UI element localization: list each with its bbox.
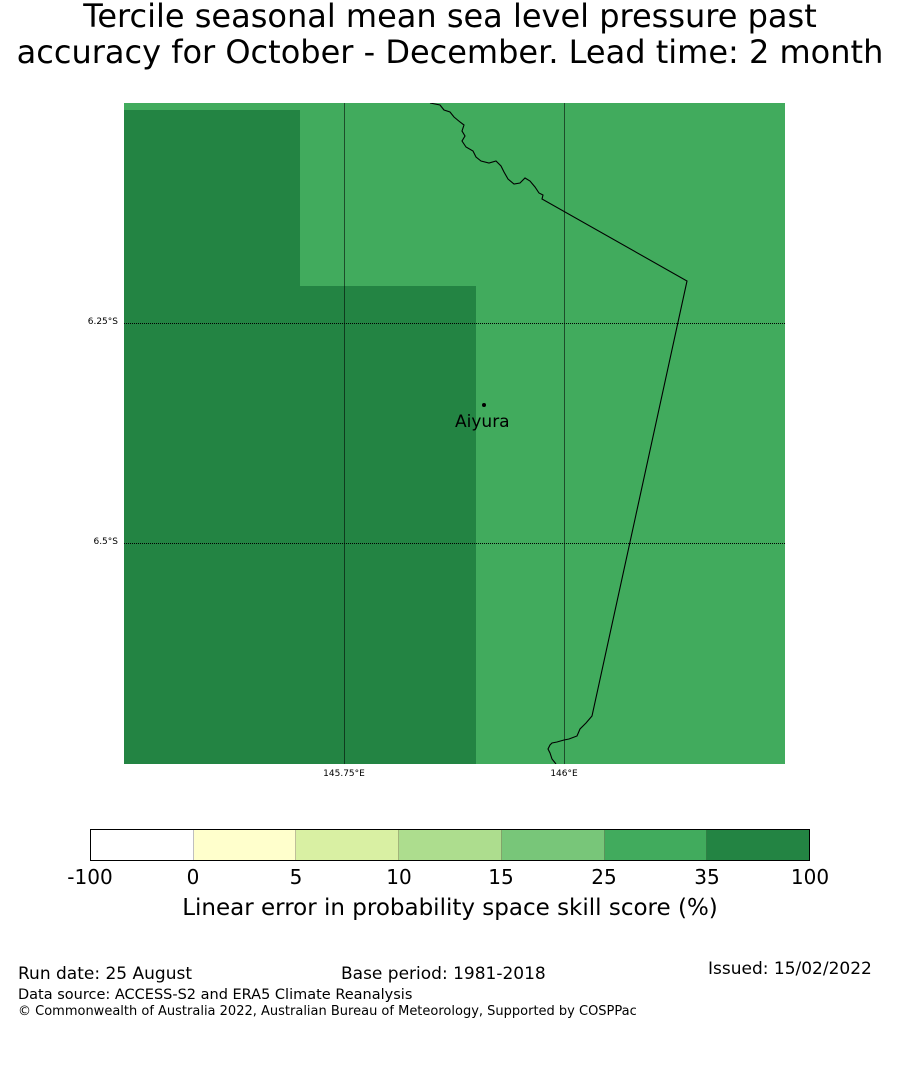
colorbar-bin-neg100-0 <box>91 830 194 860</box>
colorbar-tick: 15 <box>488 865 514 889</box>
copyright: © Commonwealth of Australia 2022, Austra… <box>18 1004 637 1019</box>
colorbar-tick: -100 <box>67 865 113 889</box>
coastline-boundary <box>429 103 688 764</box>
colorbar-bin-0-5 <box>193 830 297 860</box>
run-date: Run date: 25 August <box>18 964 192 984</box>
issued-date: Issued: 15/02/2022 <box>708 959 872 979</box>
place-label: Aiyura <box>455 412 510 432</box>
skill-cell-high-southwest <box>124 286 476 764</box>
lon-tick-146: 146°E <box>550 769 578 779</box>
gridline-lat-6-5 <box>124 543 785 544</box>
colorbar-bin-15-25 <box>501 830 605 860</box>
colorbar-tick: 5 <box>289 865 303 889</box>
lat-tick-6-5: 6.5°S <box>93 537 118 547</box>
colorbar-tick: 0 <box>186 865 200 889</box>
base-period: Base period: 1981-2018 <box>341 964 546 984</box>
map-panel <box>124 103 785 764</box>
gridline-lon-146 <box>564 103 565 764</box>
data-source: Data source: ACCESS-S2 and ERA5 Climate … <box>18 987 413 1003</box>
colorbar-bin-25-35 <box>604 830 708 860</box>
colorbar-bin-5-10 <box>296 830 400 860</box>
colorbar-tick: 100 <box>790 865 830 889</box>
skill-cell-high-west <box>124 110 300 287</box>
colorbar-tick: 25 <box>591 865 617 889</box>
colorbar-bin-35-100 <box>707 830 810 860</box>
colorbar-tick: 10 <box>386 865 412 889</box>
colorbar-tick: 35 <box>694 865 720 889</box>
colorbar <box>90 829 810 861</box>
gridline-lat-6-25 <box>124 323 785 324</box>
title-line-1: Tercile seasonal mean sea level pressure… <box>83 0 817 35</box>
lat-tick-6-25: 6.25°S <box>87 317 118 327</box>
title-line-2: accuracy for October - December. Lead ti… <box>16 33 884 71</box>
gridline-lon-145-75 <box>344 103 345 764</box>
place-marker <box>482 403 486 407</box>
lon-tick-145-75: 145.75°E <box>323 769 365 779</box>
colorbar-bin-10-15 <box>399 830 502 860</box>
colorbar-label: Linear error in probability space skill … <box>182 895 718 921</box>
